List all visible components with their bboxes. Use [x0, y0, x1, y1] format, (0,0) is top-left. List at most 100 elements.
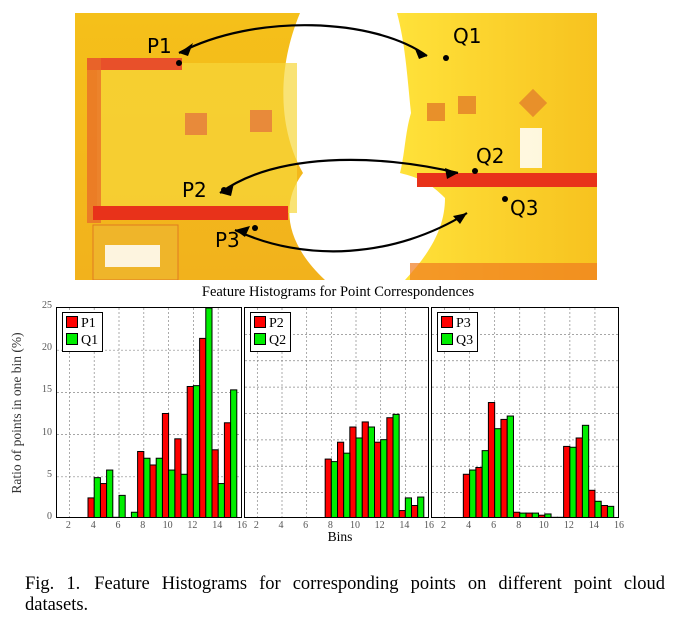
- histogram-bar: [512, 511, 521, 517]
- legend-label: Q1: [81, 333, 99, 348]
- histogram-bar: [174, 438, 182, 517]
- x-tick: 14: [399, 520, 410, 531]
- histogram-bar: [106, 469, 114, 517]
- x-tick: 16: [237, 520, 247, 531]
- histogram-bar: [168, 469, 176, 517]
- x-tick: 6: [303, 520, 309, 531]
- histogram-bar: [367, 426, 376, 517]
- histogram-bar: [112, 516, 120, 517]
- y-tick: 0: [47, 511, 52, 522]
- legend-label: Q3: [456, 333, 474, 348]
- x-tick: 10: [162, 520, 173, 531]
- histogram-bar: [581, 424, 590, 517]
- caption-label: Fig. 1.: [25, 574, 81, 594]
- x-tick: 4: [90, 520, 96, 531]
- histogram-panel-3: P3 Q3: [431, 307, 619, 518]
- histogram-bar: [217, 483, 225, 517]
- histogram-bar: [155, 457, 163, 517]
- histogram-bar: [575, 437, 583, 517]
- histogram-bar: [398, 510, 406, 517]
- legend: P1 Q1: [62, 312, 104, 352]
- point-cloud-image: P1 Q1 P2 Q2 P3 Q3: [75, 13, 597, 280]
- x-tick: 12: [187, 520, 198, 531]
- histogram-bar: [569, 446, 577, 517]
- y-tick: 25: [42, 300, 52, 311]
- legend-label: P2: [269, 316, 284, 331]
- y-tick: 20: [42, 342, 52, 353]
- x-tick: 4: [466, 520, 472, 531]
- legend-swatch-red: [441, 316, 453, 328]
- legend-swatch-red: [66, 316, 78, 328]
- legend-label: P1: [81, 316, 96, 331]
- label-p3: P3: [215, 228, 240, 252]
- histogram-bar: [600, 504, 608, 517]
- histogram-bar: [324, 458, 332, 517]
- histogram-bar: [386, 417, 394, 517]
- histogram-bar: [137, 450, 145, 517]
- histogram-bar: [392, 413, 400, 517]
- x-tick: 2: [441, 520, 447, 531]
- histogram-bar: [544, 513, 552, 517]
- histogram-bar: [355, 437, 363, 517]
- x-tick: 8: [327, 520, 333, 531]
- y-tick: 10: [42, 427, 52, 438]
- histogram-bar: [506, 415, 514, 517]
- histogram-bar: [349, 426, 357, 517]
- histogram-bar: [161, 413, 170, 517]
- histogram-bar: [211, 449, 219, 517]
- label-q1: Q1: [453, 24, 481, 48]
- x-tick: 10: [538, 520, 549, 531]
- histogram-panel-1: P1 Q1: [56, 307, 242, 518]
- histogram-bar: [93, 477, 101, 517]
- histogram-bar: [143, 457, 151, 517]
- y-tick: 5: [47, 469, 52, 480]
- x-tick: 16: [614, 520, 624, 531]
- x-tick: 12: [374, 520, 385, 531]
- legend-label: P3: [456, 316, 471, 331]
- histogram-bar: [130, 511, 139, 517]
- x-tick: 16: [424, 520, 434, 531]
- histogram-bar: [469, 469, 477, 517]
- histogram-bar: [594, 500, 602, 517]
- histogram-bar: [417, 496, 425, 517]
- histogram-bar: [192, 385, 201, 517]
- histogram-bar: [99, 483, 108, 517]
- histogram-bar: [330, 461, 339, 517]
- histogram-bar: [550, 516, 558, 517]
- chart-title: Feature Histograms for Point Corresponde…: [201, 284, 475, 300]
- histogram-bar: [149, 464, 157, 517]
- x-tick: 14: [212, 520, 223, 531]
- histogram-bar: [563, 445, 571, 517]
- x-axis-label: Bins: [327, 529, 353, 544]
- x-tick: 2: [253, 520, 259, 531]
- histogram-bar: [87, 497, 95, 517]
- y-tick: 15: [42, 384, 52, 395]
- histogram-bar: [556, 516, 565, 517]
- legend-swatch-green: [66, 333, 78, 345]
- x-tick: 8: [516, 520, 522, 531]
- histogram-bar: [588, 489, 596, 517]
- x-tick: 4: [278, 520, 284, 531]
- legend: P2 Q2: [250, 312, 292, 352]
- x-tick: 12: [563, 520, 574, 531]
- label-p2: P2: [182, 178, 207, 202]
- histogram-bar: [374, 441, 382, 517]
- y-axis-label: Ratio of points in one bin (%): [9, 332, 24, 494]
- histogram-bar: [462, 473, 471, 517]
- x-tick: 2: [65, 520, 71, 531]
- histogram-bar: [481, 450, 489, 517]
- legend-swatch-green: [441, 333, 453, 345]
- label-p1: P1: [147, 34, 172, 58]
- x-tick: 14: [588, 520, 599, 531]
- x-tick: 10: [350, 520, 360, 531]
- histogram-bar: [519, 512, 527, 517]
- histogram-bar: [500, 418, 508, 517]
- histogram-bar: [404, 497, 412, 517]
- histogram-bar: [343, 452, 351, 517]
- histogram-bar: [487, 402, 496, 517]
- histogram-bar: [411, 504, 419, 517]
- x-tick: 8: [140, 520, 146, 531]
- histogram-bar: [180, 473, 188, 517]
- caption-text: Feature Histograms for corresponding poi…: [25, 574, 665, 615]
- x-tick: 6: [115, 520, 121, 531]
